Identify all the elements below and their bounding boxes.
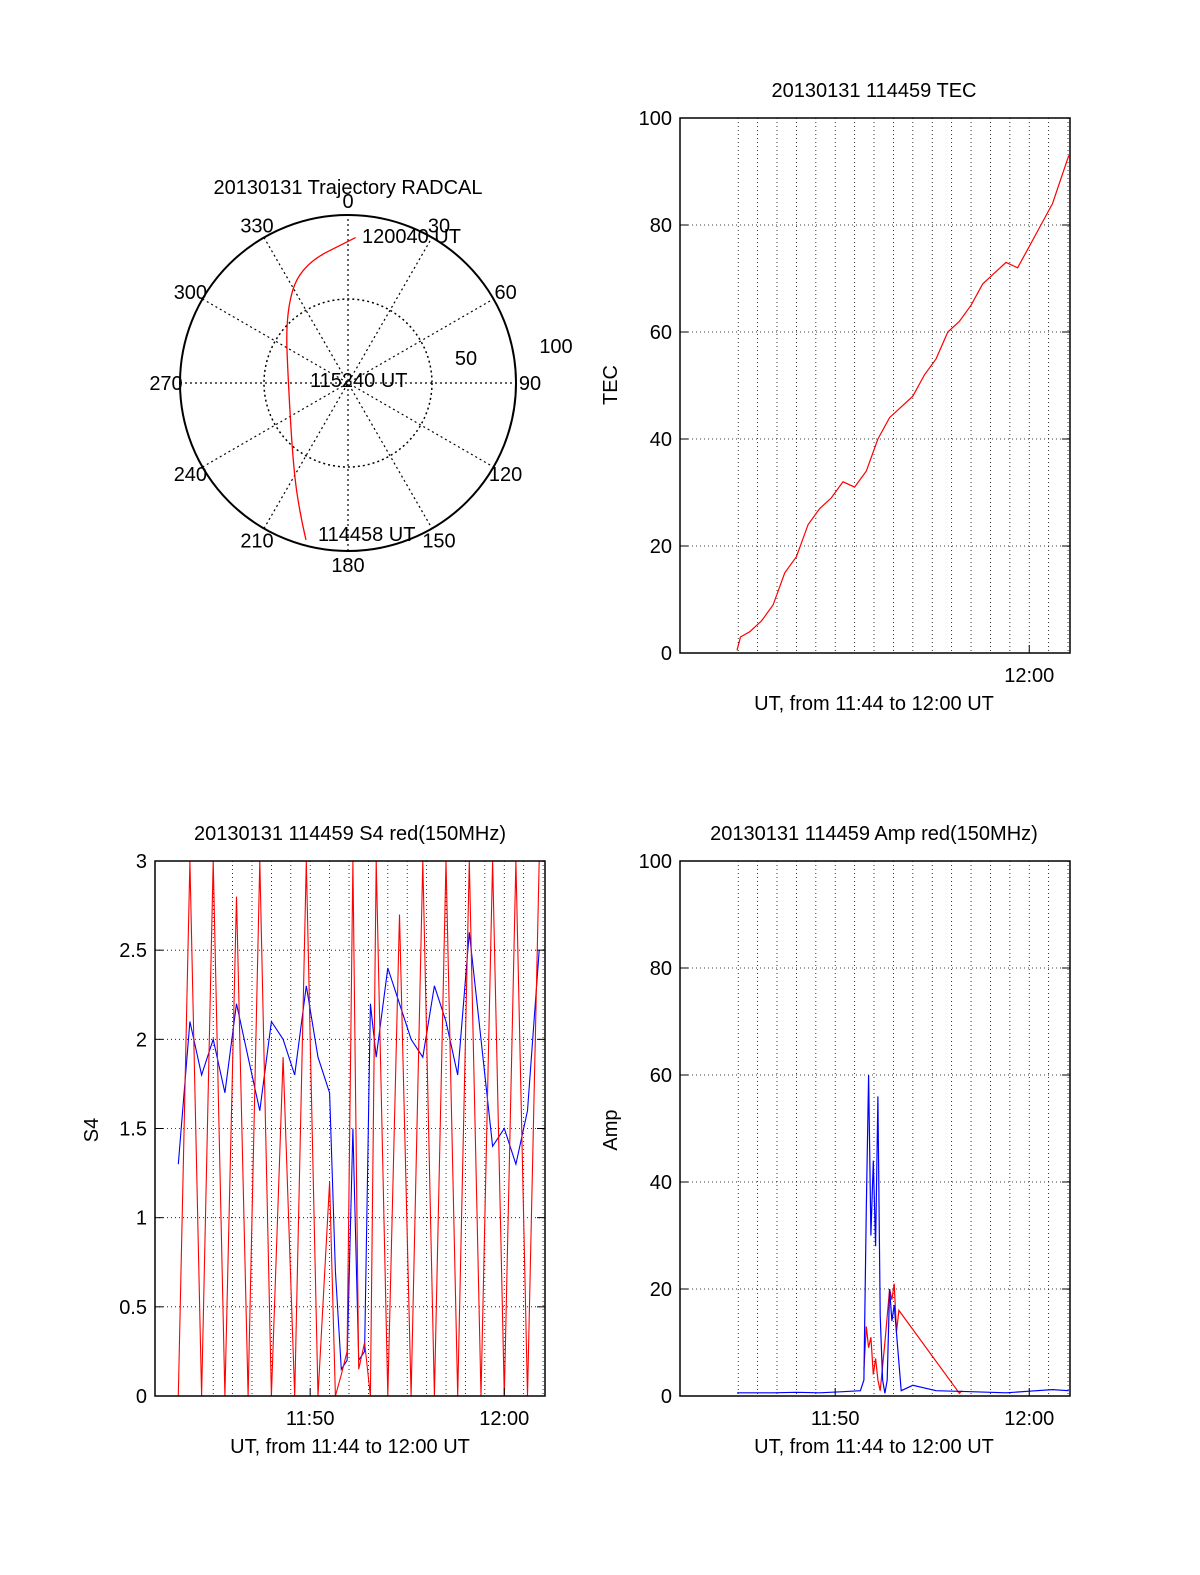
polar-azimuth-labels: 0 30 60 90 120 150 180 210 240 270 300 330 — [149, 191, 541, 577]
polar-azimuth-label: 300 — [174, 282, 207, 304]
tec-panel: 20130131 114459 TEC 0 20 40 60 80 100 12:00 TE… — [600, 80, 1071, 715]
s4-ylabel: S4 — [81, 1118, 103, 1142]
tec-xlabel: UT, from 11:44 to 12:00 UT — [754, 693, 994, 715]
polar-spoke-60 — [202, 298, 494, 468]
polar-title: 20130131 Trajectory RADCAL — [213, 177, 482, 199]
polar-annotation-mid: 115240 UT — [310, 370, 407, 392]
polar-azimuth-label: 0 — [342, 191, 353, 213]
amp-title: 20130131 114459 Amp red(150MHz) — [710, 823, 1038, 845]
y-tick-label: 1.5 — [119, 1119, 147, 1141]
polar-panel: 20130131 Trajectory RADCAL 0 30 60 90 120 150… — [149, 177, 572, 577]
y-tick-label: 100 — [639, 108, 672, 130]
amp-xlabel: UT, from 11:44 to 12:00 UT — [754, 1436, 994, 1458]
y-tick-label: 0.5 — [119, 1297, 147, 1319]
y-tick-label: 2 — [136, 1029, 147, 1051]
x-tick-label: 11:50 — [811, 1408, 860, 1430]
polar-radius-label-50: 50 — [455, 348, 477, 370]
polar-spoke-150 — [263, 237, 433, 529]
amp-grid — [680, 861, 1070, 1396]
s4-panel: 20130131 114459 S4 red(150MHz) 0 0.5 1 1.5 2… — [81, 823, 546, 1458]
amp-panel: 20130131 114459 Amp red(150MHz) 0 20 40 60 8… — [600, 823, 1071, 1458]
polar-azimuth-label: 120 — [489, 464, 522, 486]
polar-azimuth-label: 60 — [494, 282, 516, 304]
polar-azimuth-label: 90 — [519, 373, 541, 395]
s4-title: 20130131 114459 S4 red(150MHz) — [194, 823, 506, 845]
polar-azimuth-label: 240 — [174, 464, 207, 486]
x-tick-label: 12:00 — [1004, 665, 1054, 687]
y-tick-label: 100 — [639, 851, 672, 873]
s4-tick-labels: 0 0.5 1 1.5 2 2.5 3 11:50 12:00 — [119, 851, 545, 1430]
polar-azimuth-label: 210 — [240, 531, 273, 553]
amp-plot-frame — [679, 860, 1071, 1397]
polar-azimuth-label: 150 — [422, 531, 455, 553]
y-tick-label: 2.5 — [119, 940, 147, 962]
y-tick-label: 40 — [650, 429, 672, 451]
polar-spoke-30 — [263, 237, 433, 529]
amp-ylabel: Amp — [600, 1109, 622, 1150]
x-tick-label: 11:50 — [286, 1408, 335, 1430]
s4-red-series-line — [177, 860, 540, 1397]
amp-tick-labels: 0 20 40 60 80 100 11:50 12:00 — [639, 851, 1070, 1430]
polar-azimuth-label: 30 — [428, 215, 450, 237]
polar-azimuth-label: 270 — [149, 373, 182, 395]
y-tick-label: 80 — [650, 215, 672, 237]
y-tick-label: 0 — [136, 1386, 147, 1408]
x-tick-label: 12:00 — [1004, 1408, 1054, 1430]
polar-annotation-end: 120040 UT — [362, 226, 461, 248]
s4-grid — [155, 861, 545, 1396]
amp-red-series-line — [863, 1283, 963, 1395]
x-tick-label: 12:00 — [479, 1408, 529, 1430]
polar-trajectory-line — [286, 237, 356, 541]
y-tick-label: 80 — [650, 958, 672, 980]
y-tick-label: 20 — [650, 1279, 672, 1301]
tec-tick-labels: 0 20 40 60 80 100 12:00 — [639, 108, 1070, 687]
tec-plot-frame — [679, 117, 1071, 654]
tec-series-line — [736, 155, 1070, 651]
y-tick-label: 1 — [136, 1208, 147, 1230]
polar-spoke-120 — [202, 298, 494, 468]
tec-ylabel: TEC — [600, 365, 622, 405]
y-tick-label: 60 — [650, 322, 672, 344]
polar-radius-label-100: 100 — [539, 336, 572, 358]
tec-grid — [680, 118, 1070, 653]
y-tick-label: 40 — [650, 1172, 672, 1194]
y-tick-label: 0 — [661, 643, 672, 665]
y-tick-label: 0 — [661, 1386, 672, 1408]
polar-azimuth-label: 330 — [240, 215, 273, 237]
polar-annotation-start: 114458 UT — [318, 524, 415, 546]
y-tick-label: 60 — [650, 1065, 672, 1087]
y-tick-label: 3 — [136, 851, 147, 873]
s4-xlabel: UT, from 11:44 to 12:00 UT — [230, 1436, 470, 1458]
y-tick-label: 20 — [650, 536, 672, 558]
amp-blue-series-line — [737, 1074, 1069, 1394]
polar-spokes — [180, 215, 516, 551]
tec-title: 20130131 114459 TEC — [772, 80, 977, 102]
polar-azimuth-label: 180 — [331, 555, 364, 577]
